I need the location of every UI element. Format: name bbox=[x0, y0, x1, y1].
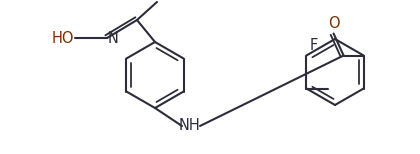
Text: NH: NH bbox=[179, 118, 201, 134]
Text: HO: HO bbox=[52, 30, 74, 45]
Text: F: F bbox=[310, 38, 318, 53]
Text: O: O bbox=[328, 16, 339, 30]
Text: N: N bbox=[108, 30, 119, 45]
